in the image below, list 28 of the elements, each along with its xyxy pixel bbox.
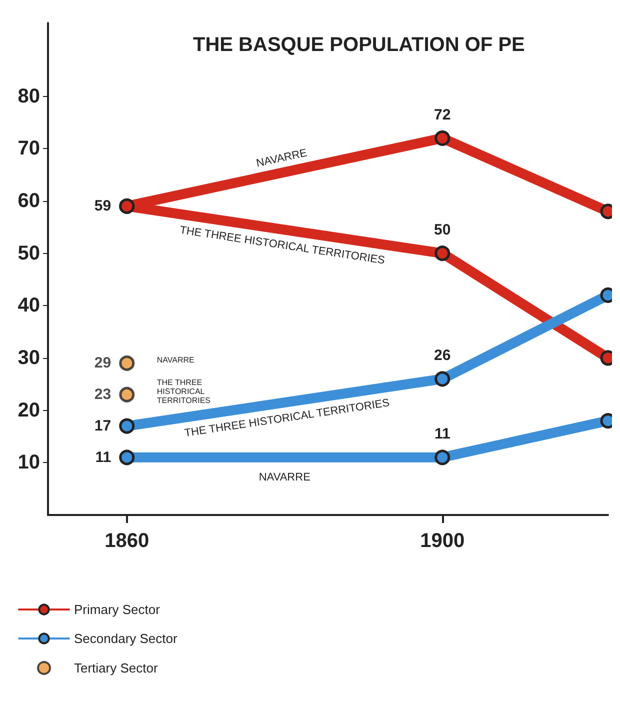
annotation: THE THREE HISTORICAL TERRITORIES [178, 224, 386, 267]
y-tick-label: 80 [18, 85, 40, 108]
data-label: 23 [94, 386, 112, 404]
legend-label: Secondary Sector [74, 631, 178, 646]
y-tick-label: 10 [18, 452, 40, 474]
text: THE BASQUE POPULATION OF PE [193, 34, 525, 56]
legend-label: Primary Sector [74, 602, 161, 617]
data-label: 29 [94, 354, 112, 372]
data-label: 17 [94, 418, 112, 435]
x-tick-label: 1860 [104, 530, 150, 552]
y-tick-label: 70 [18, 138, 40, 160]
data-label: 11 [95, 448, 112, 466]
y-tick-label: 40 [18, 294, 40, 317]
data-label: 50 [434, 222, 451, 239]
x-tick-label: 1900 [420, 530, 465, 552]
data-label: 72 [434, 106, 451, 124]
y-tick-label: 60 [18, 190, 40, 212]
y-tick-label: 20 [18, 399, 40, 422]
y-tick-label: 50 [18, 242, 40, 264]
annotation: NAVARRE [258, 471, 310, 484]
y-tick-label: 30 [18, 346, 40, 369]
annotation: THE THREE HISTORICAL TERRITORIES [156, 378, 211, 406]
legend-label: Tertiary Sector [74, 660, 158, 676]
annotation: NAVARRE [255, 147, 308, 170]
data-label: 26 [434, 347, 451, 364]
data-label: 11 [434, 426, 450, 443]
data-label: 59 [94, 198, 112, 215]
annotation: NAVARRE [156, 356, 194, 365]
